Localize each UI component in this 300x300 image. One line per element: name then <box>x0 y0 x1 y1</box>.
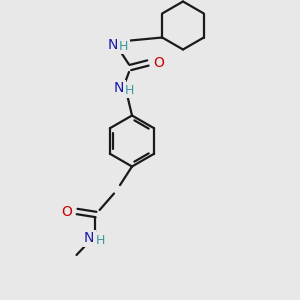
Text: H: H <box>96 233 105 247</box>
Text: N: N <box>84 232 94 245</box>
Text: O: O <box>153 56 164 70</box>
Text: N: N <box>108 38 118 52</box>
Text: H: H <box>119 40 129 53</box>
Text: N: N <box>114 82 124 95</box>
Text: O: O <box>61 205 72 218</box>
Text: H: H <box>125 83 135 97</box>
